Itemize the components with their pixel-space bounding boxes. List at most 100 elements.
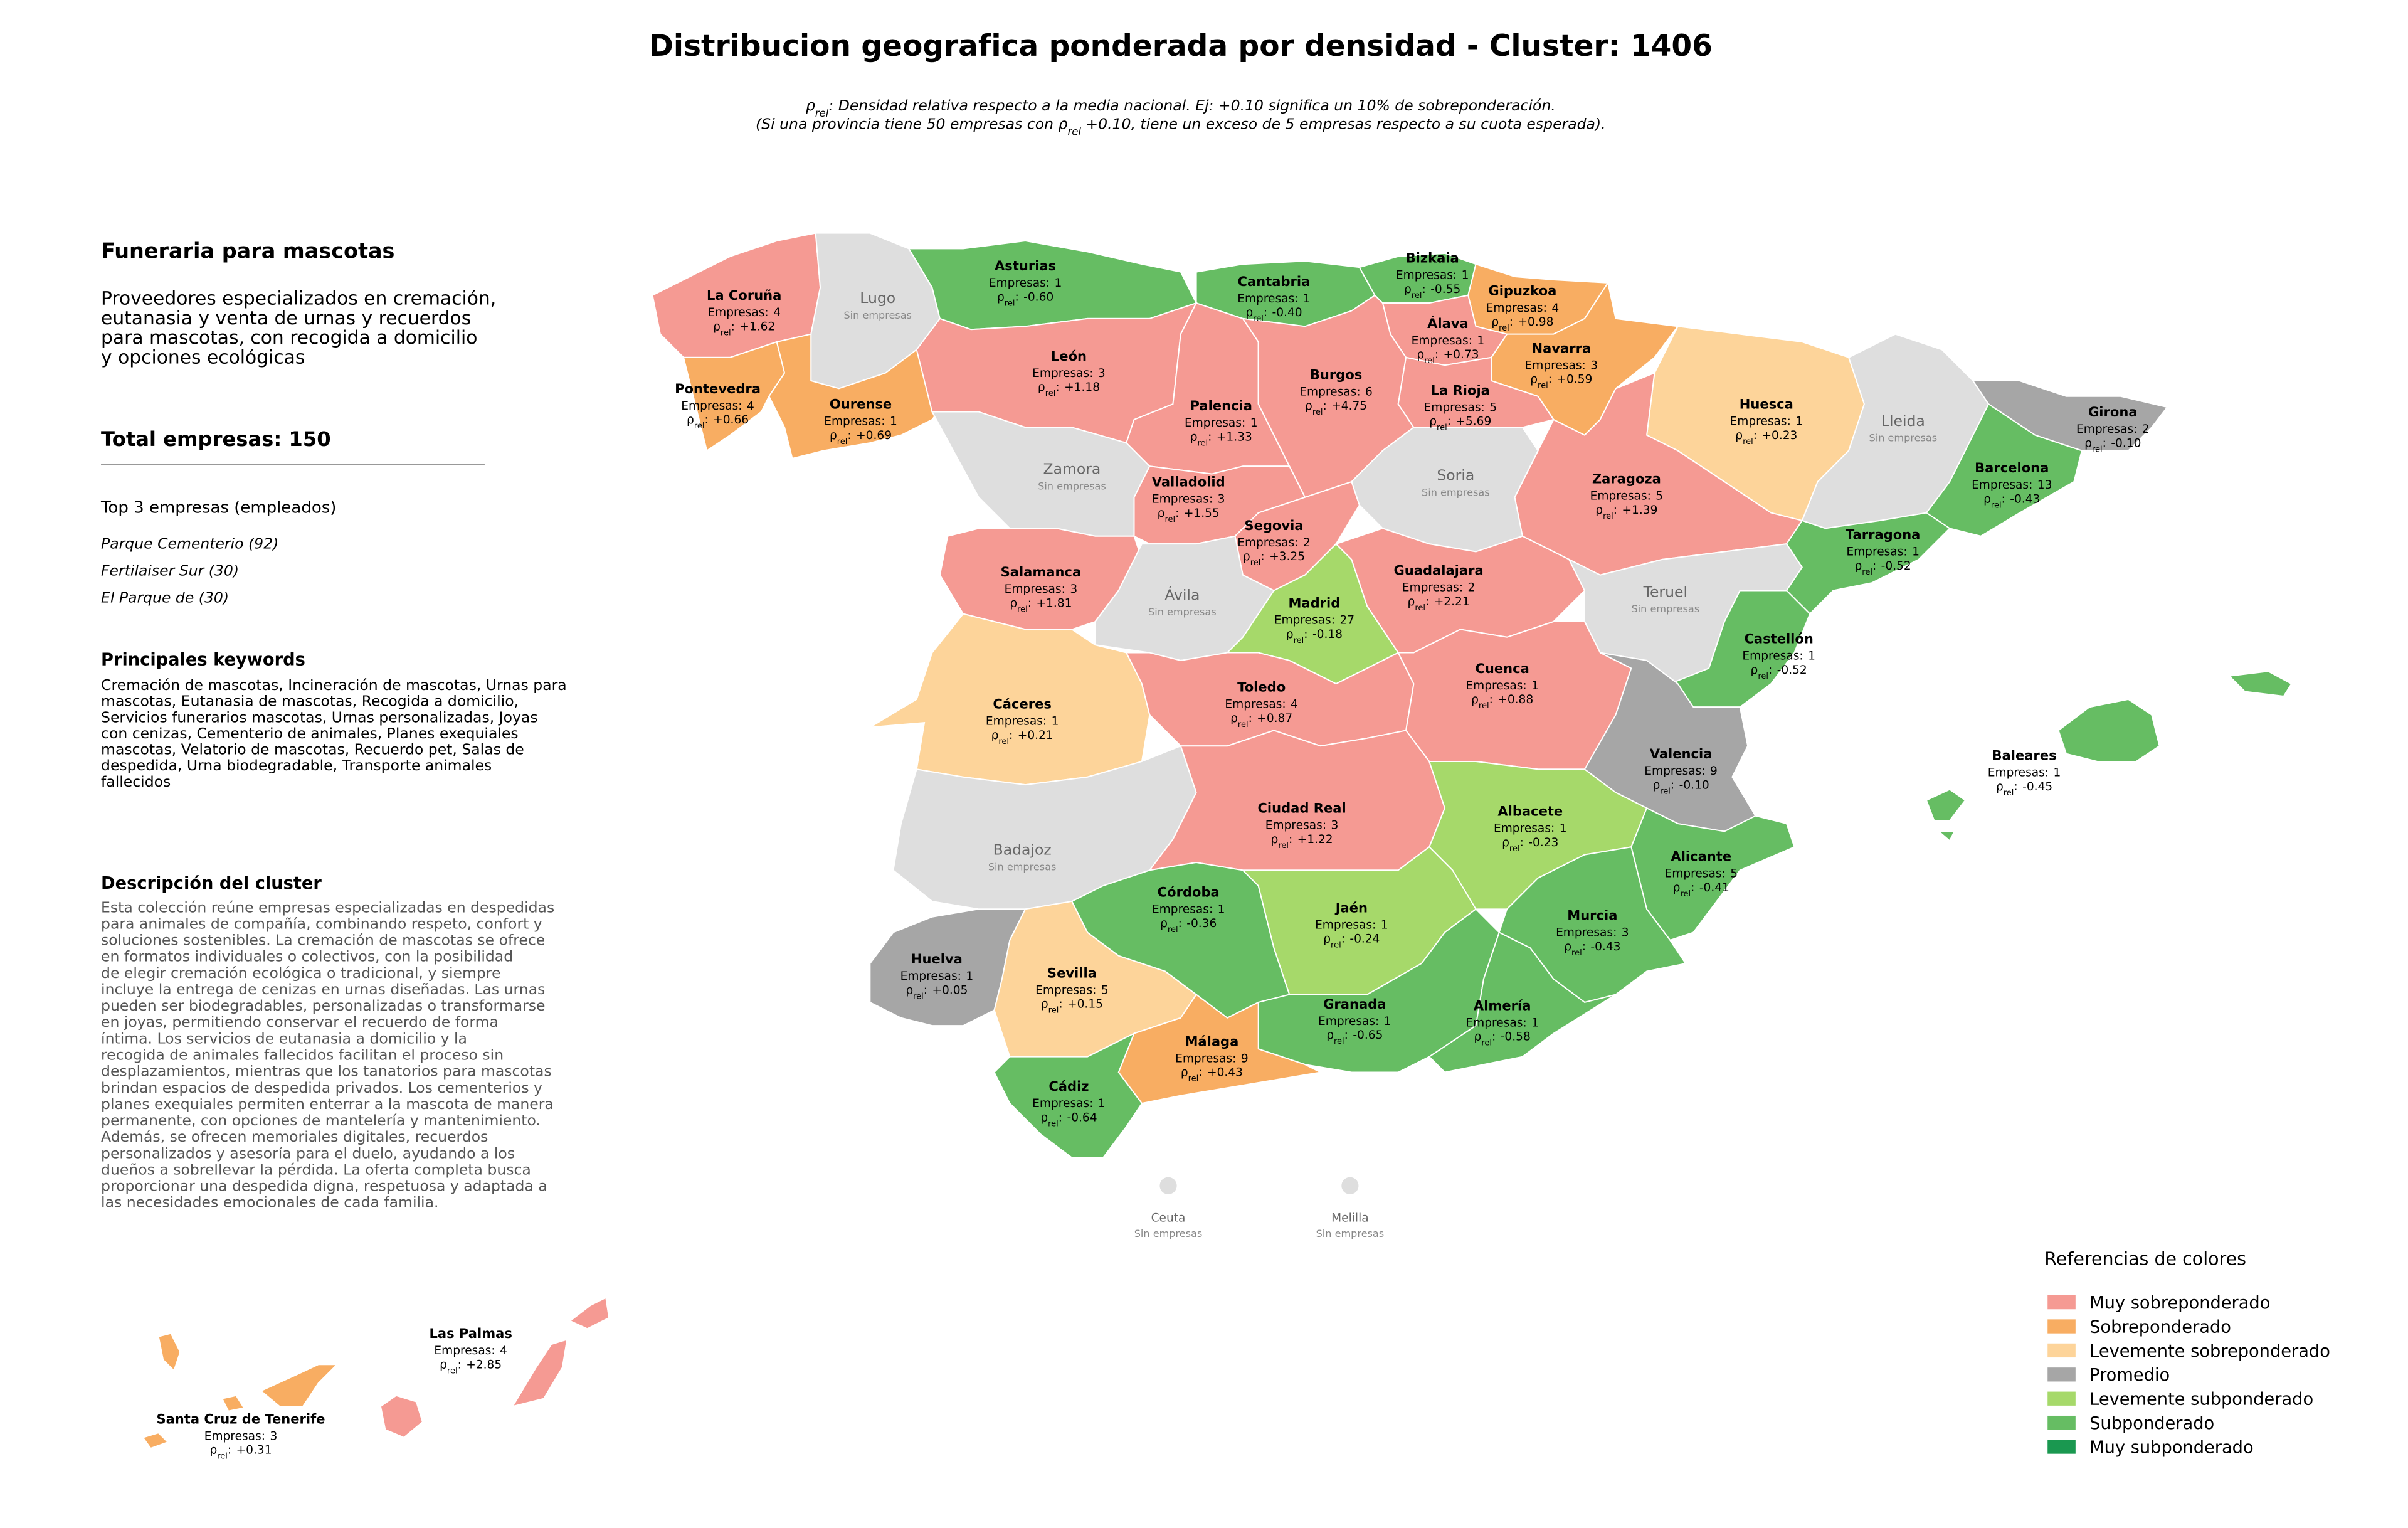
rho-line: ρrel: +0.87 — [1230, 712, 1292, 729]
rho-symbol: ρ — [1652, 778, 1660, 792]
cluster-line: en formatos individuales o colectivos, c… — [101, 948, 513, 965]
note-text: +0.10, tiene un exceso de 5 empresas res… — [1081, 115, 1606, 133]
province-name: Jaén — [1334, 899, 1368, 915]
companies-label: Empresas: — [1664, 867, 1725, 881]
province-name: La Coruña — [707, 287, 781, 303]
legend-title: Referencias de colores — [2044, 1249, 2246, 1270]
rho-symbol: ρ — [1271, 833, 1279, 846]
rho-symbol: ρ — [1326, 1029, 1334, 1042]
rho-subscript: rel — [1479, 701, 1489, 711]
cluster-line: Además, se ofrecen memoriales digitales,… — [101, 1128, 488, 1145]
rho-subscript: rel — [1334, 1037, 1344, 1046]
rho-symbol: ρ — [1408, 595, 1415, 608]
rho-symbol: ρ — [2084, 437, 2092, 450]
companies-label: Empresas: — [1032, 367, 1093, 380]
rho-line: ρrel: +0.88 — [1471, 693, 1533, 711]
rho-colon: : — [1055, 381, 1059, 394]
companies-label: Empresas: — [986, 715, 1047, 728]
rho-subscript: rel — [1538, 381, 1548, 390]
rho-colon: : — [1753, 429, 1757, 442]
rho-symbol: ρ — [1041, 998, 1048, 1011]
no-companies: Sin empresas — [1316, 1228, 1385, 1239]
companies-count: 9 — [1710, 765, 1718, 778]
rho-subscript: rel — [998, 737, 1009, 746]
rho-line: ρrel: +1.55 — [1158, 507, 1220, 524]
rho-line: ρrel: -0.10 — [2084, 437, 2141, 454]
companies-count: 4 — [1551, 302, 1559, 315]
cluster-line: pueden ser biodegradables, personalizada… — [101, 997, 546, 1014]
rho-line: ρrel: +0.59 — [1530, 373, 1592, 390]
province-name: Bizkaia — [1406, 250, 1459, 266]
companies-label: Empresas: — [1032, 1097, 1093, 1110]
rho-line: ρrel: +1.39 — [1595, 504, 1657, 521]
rho-symbol: ρ — [1673, 881, 1681, 894]
companies-label: Empresas: — [1556, 926, 1617, 940]
rho-value: +3.25 — [1269, 550, 1305, 563]
rho-subscript: rel — [1017, 605, 1028, 614]
rho-value: +1.22 — [1297, 833, 1333, 846]
rho-symbol: ρ — [1286, 628, 1294, 641]
no-companies: Sin empresas — [1148, 606, 1217, 618]
note-text: : Densidad relativa respecto a la media … — [828, 97, 1555, 114]
companies-count: 5 — [1656, 490, 1663, 503]
rho-value: -0.36 — [1186, 917, 1217, 930]
rho-colon: : — [1289, 833, 1292, 846]
companies-line: Empresas: 1 — [1465, 679, 1539, 692]
rho-subscript: rel — [837, 437, 848, 446]
rho-subscript: rel — [1005, 299, 1015, 308]
province-name: Segovia — [1244, 517, 1303, 533]
companies-line: Empresas: 27 — [1274, 614, 1354, 627]
rho-colon: : — [1028, 597, 1032, 610]
rho-colon: : — [2103, 437, 2106, 450]
rho-subscript: rel — [217, 1451, 228, 1461]
rho-symbol: ρ — [1474, 1031, 1482, 1044]
rho-value: -0.23 — [1528, 836, 1558, 849]
rho-value: +0.69 — [856, 429, 892, 442]
rho-symbol: ρ — [1595, 504, 1603, 517]
companies-line: Empresas: 1 — [1465, 1016, 1539, 1029]
companies-count: 3 — [1218, 492, 1225, 506]
province-shape — [157, 1332, 181, 1372]
companies-line: Empresas: 3 — [1556, 926, 1629, 940]
rho-line: ρrel: -0.55 — [1404, 283, 1460, 300]
rho-symbol: ρ — [1160, 917, 1168, 930]
companies-count: 1 — [1303, 292, 1311, 305]
province-name: Cádiz — [1048, 1078, 1089, 1094]
companies-label: Empresas: — [434, 1344, 495, 1357]
rho-line: ρrel: -0.52 — [1751, 664, 1807, 681]
companies-label: Empresas: — [989, 277, 1050, 290]
rho-line: ρrel: +2.21 — [1408, 595, 1470, 613]
companies-count: 3 — [1622, 926, 1629, 940]
province-name: Soria — [1437, 467, 1474, 484]
legend-swatch — [2047, 1391, 2076, 1406]
province-name: Santa Cruz de Tenerife — [156, 1411, 325, 1426]
cluster-heading: Descripción del cluster — [101, 874, 322, 893]
companies-line: Empresas: 3 — [1005, 583, 1078, 596]
companies-label: Empresas: — [204, 1430, 265, 1443]
rho-symbol: ρ — [1417, 348, 1424, 361]
rho-colon: : — [1509, 316, 1513, 329]
rho-line: ρrel: +3.25 — [1243, 550, 1305, 568]
province-name: Cantabria — [1238, 273, 1311, 289]
rho-line: ρrel: -0.65 — [1326, 1029, 1383, 1046]
companies-count: 1 — [1531, 679, 1539, 692]
rho-colon: : — [1208, 430, 1212, 443]
province-shape — [221, 1394, 245, 1412]
cluster-line: personalizados y asesoría para el duelo,… — [101, 1144, 515, 1162]
province-name: Ciudad Real — [1257, 800, 1346, 816]
companies-line: Empresas: 3 — [1525, 359, 1598, 372]
rho-subscript: rel — [1603, 511, 1613, 521]
note-text: (Si una provincia tiene 50 empresas con — [756, 115, 1058, 133]
companies-count: 1 — [1381, 918, 1388, 931]
companies-count: 1 — [1218, 903, 1225, 916]
rho-colon: : — [1059, 1111, 1062, 1124]
province-shape — [993, 1032, 1143, 1159]
cluster-line: dueños a sobrellevar la pérdida. La ofer… — [101, 1160, 531, 1178]
rho-value: +5.69 — [1455, 415, 1491, 428]
province-name: Tarragona — [1846, 527, 1921, 543]
province-name: Palencia — [1190, 398, 1252, 413]
province-name: Guadalajara — [1394, 563, 1484, 578]
companies-label: Empresas: — [1152, 903, 1213, 916]
companies-count: 9 — [1241, 1052, 1249, 1065]
